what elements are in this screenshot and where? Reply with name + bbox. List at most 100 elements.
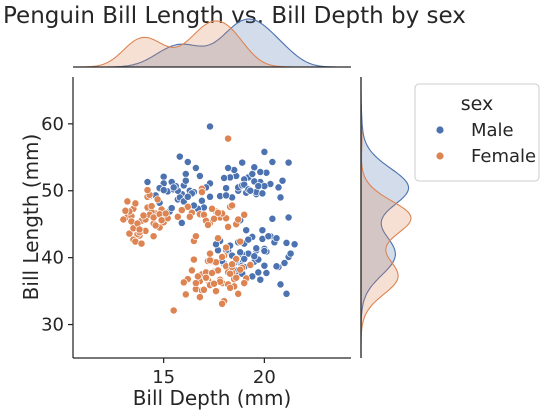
data-point-female: [187, 266, 196, 275]
data-point-male: [250, 163, 259, 172]
data-point-male: [240, 255, 249, 263]
data-point-male: [272, 234, 281, 243]
data-point-female: [214, 208, 222, 217]
data-point-female: [206, 249, 214, 258]
data-point-male: [276, 280, 285, 289]
data-point-male: [280, 259, 289, 267]
data-point-female: [202, 273, 210, 282]
legend-frame: [414, 83, 540, 182]
data-point-male: [278, 176, 287, 185]
data-point-male: [197, 196, 206, 205]
data-point-female: [121, 206, 130, 215]
right-kde-male: [360, 77, 410, 358]
data-point-male: [248, 170, 257, 178]
data-point-male: [284, 213, 293, 222]
data-point-male: [276, 193, 285, 202]
data-point-male: [258, 189, 267, 198]
data-point-male: [260, 147, 269, 156]
data-point-male: [177, 218, 186, 227]
x-axis-label: Bill Depth (mm): [133, 386, 292, 410]
data-point-female: [228, 260, 237, 269]
data-point-female: [189, 255, 198, 264]
data-point-female: [206, 256, 214, 265]
data-point-male: [206, 192, 214, 201]
y-tick-label: 40: [41, 248, 64, 269]
y-tick-label: 60: [41, 114, 64, 135]
data-point-male: [274, 183, 283, 192]
data-point-male: [258, 226, 267, 235]
data-point-female: [149, 232, 158, 241]
data-point-female: [137, 239, 146, 248]
legend-label-male: Male: [471, 120, 514, 141]
data-point-female: [234, 215, 243, 224]
data-point-female: [183, 202, 192, 211]
data-point-female: [232, 255, 241, 263]
data-point-female: [218, 299, 227, 308]
data-point-female: [173, 212, 182, 221]
data-point-female: [210, 279, 218, 288]
y-tick-labels: 30 40 50 60: [41, 114, 73, 336]
legend-title: sex: [461, 93, 494, 115]
data-point-male: [220, 174, 229, 182]
data-point-female: [135, 225, 144, 234]
data-point-female: [149, 213, 158, 222]
data-point-male: [254, 182, 263, 191]
data-point-female: [147, 202, 156, 211]
data-point-male: [256, 168, 265, 176]
data-point-male: [268, 214, 277, 223]
data-point-female: [240, 279, 249, 288]
data-point-female: [208, 204, 216, 213]
y-tick-label: 50: [41, 181, 64, 202]
data-point-female: [157, 216, 166, 225]
data-point-female: [212, 287, 220, 296]
data-point-male: [254, 268, 263, 277]
data-point-male: [260, 261, 269, 270]
data-point-female: [125, 229, 134, 238]
data-point-male: [159, 172, 168, 181]
data-point-female: [240, 210, 249, 219]
x-tick-labels: 15 20: [152, 358, 276, 388]
data-point-male: [282, 238, 291, 247]
x-tick-label: 20: [253, 367, 276, 388]
data-point-male: [246, 186, 255, 195]
data-point-female: [119, 215, 128, 224]
data-point-female: [226, 283, 235, 292]
data-point-male: [167, 204, 176, 213]
data-point-male: [143, 178, 152, 186]
data-point-male: [264, 232, 273, 241]
data-point-female: [151, 221, 160, 230]
data-point-male: [250, 252, 259, 261]
right-kde-female: [360, 77, 412, 358]
data-point-male: [169, 183, 178, 192]
data-point-male: [236, 248, 245, 257]
data-point-female: [246, 261, 255, 269]
data-point-female: [199, 285, 208, 294]
data-point-female: [214, 234, 222, 243]
y-tick-label: 30: [41, 315, 64, 336]
data-point-female: [204, 220, 212, 229]
data-point-female: [185, 212, 194, 221]
data-point-male: [284, 158, 293, 167]
data-point-male: [268, 158, 277, 166]
data-point-female: [191, 279, 200, 288]
data-point-male: [290, 240, 299, 249]
data-point-male: [252, 244, 261, 253]
data-point-male: [256, 275, 265, 284]
data-point-female: [181, 290, 190, 299]
data-point-male: [181, 170, 190, 178]
data-point-female: [236, 265, 245, 274]
data-point-male: [183, 192, 192, 201]
data-point-female: [143, 186, 152, 195]
data-point-male: [272, 262, 281, 271]
legend-label-female: Female: [471, 146, 536, 167]
data-point-female: [193, 272, 202, 281]
x-tick-label: 15: [152, 367, 175, 388]
data-point-female: [195, 293, 204, 302]
legend: sex Male Female: [414, 83, 540, 182]
data-point-female: [210, 214, 218, 223]
data-point-male: [242, 226, 251, 235]
data-point-female: [224, 222, 233, 231]
data-point-male: [183, 158, 192, 166]
data-point-male: [282, 289, 291, 298]
data-point-female: [222, 243, 231, 252]
